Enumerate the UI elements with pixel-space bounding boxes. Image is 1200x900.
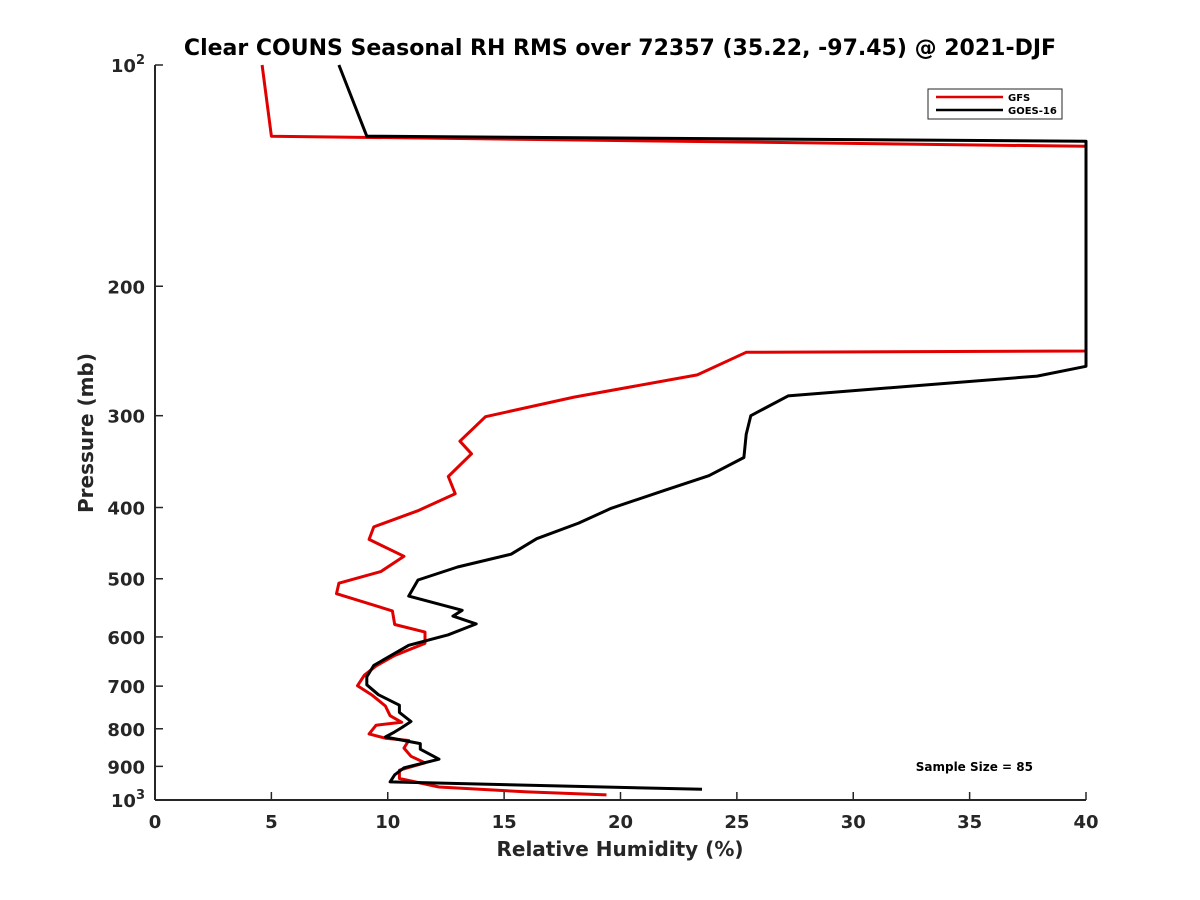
- series-layer: [260, 64, 1088, 797]
- y-ticks: 102 200 300 400 500 600 700 800 900 103: [107, 53, 163, 812]
- y-tick-label: 102: [111, 53, 145, 77]
- y-tick-label: 600: [107, 628, 145, 649]
- series-line-goes16: [337, 64, 1088, 791]
- x-tick-label: 10: [375, 812, 400, 833]
- y-tick-label: 103: [111, 788, 145, 812]
- y-tick-label: 700: [107, 677, 145, 698]
- legend-box: [927, 88, 1063, 120]
- x-tick-label: 35: [957, 812, 982, 833]
- legend-label-gfs: GFS: [1008, 93, 1030, 104]
- y-tick-label: 400: [107, 499, 145, 520]
- x-axis-label: Relative Humidity (%): [496, 837, 743, 861]
- y-tick-label: 200: [107, 277, 145, 298]
- x-tick-label: 0: [149, 812, 162, 833]
- x-tick-label: 5: [265, 812, 278, 833]
- y-axis-label: Pressure (mb): [74, 353, 98, 513]
- x-tick-label: 20: [608, 812, 633, 833]
- x-tick-label: 40: [1073, 812, 1098, 833]
- y-tick-label: 900: [107, 757, 145, 778]
- x-ticks: 0 5 10 15 20 25 30 35 40: [149, 792, 1099, 833]
- chart-title: Clear COUNS Seasonal RH RMS over 72357 (…: [184, 36, 1056, 61]
- legend-label-goes16: GOES-16: [1008, 106, 1057, 117]
- y-tick-label: 800: [107, 720, 145, 741]
- y-tick-label: 500: [107, 570, 145, 591]
- x-tick-label: 15: [492, 812, 517, 833]
- legend: GFS GOES-16: [927, 88, 1063, 120]
- x-tick-label: 25: [724, 812, 749, 833]
- sample-size-annotation: Sample Size = 85: [916, 760, 1033, 774]
- series-line-gfs: [260, 64, 1088, 797]
- x-tick-label: 30: [841, 812, 866, 833]
- y-tick-label: 300: [107, 407, 145, 428]
